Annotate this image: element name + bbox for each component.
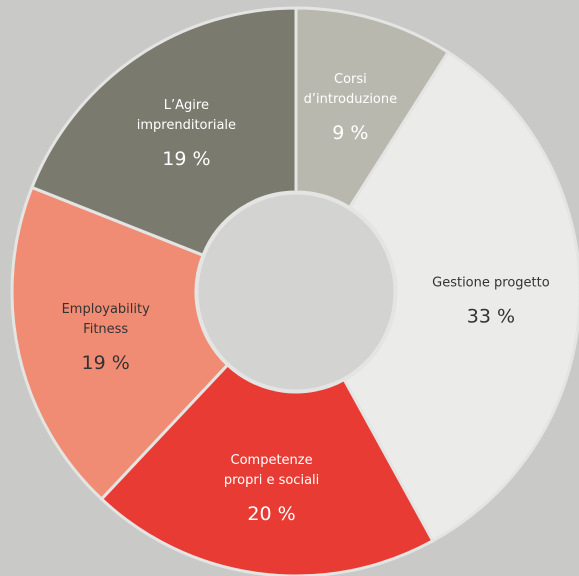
slice-label: L’Agire <box>164 98 209 113</box>
slice-label: d’introduzione <box>304 92 397 107</box>
slice-value: 19 % <box>162 148 210 170</box>
slice-label: imprenditoriale <box>137 118 236 133</box>
slice-label: Employability <box>62 302 151 317</box>
slice-label: Gestione progetto <box>432 276 550 291</box>
slice-value: 9 % <box>332 122 368 144</box>
slice-label: Competenze <box>231 453 313 468</box>
slice-label: Fitness <box>83 322 128 337</box>
slice-label: propri e sociali <box>224 473 319 488</box>
slice-label: Corsi <box>334 72 367 87</box>
donut-hole <box>195 191 397 393</box>
slice-value: 19 % <box>82 352 130 374</box>
slice-value: 33 % <box>467 306 515 328</box>
slice-value: 20 % <box>247 503 295 525</box>
